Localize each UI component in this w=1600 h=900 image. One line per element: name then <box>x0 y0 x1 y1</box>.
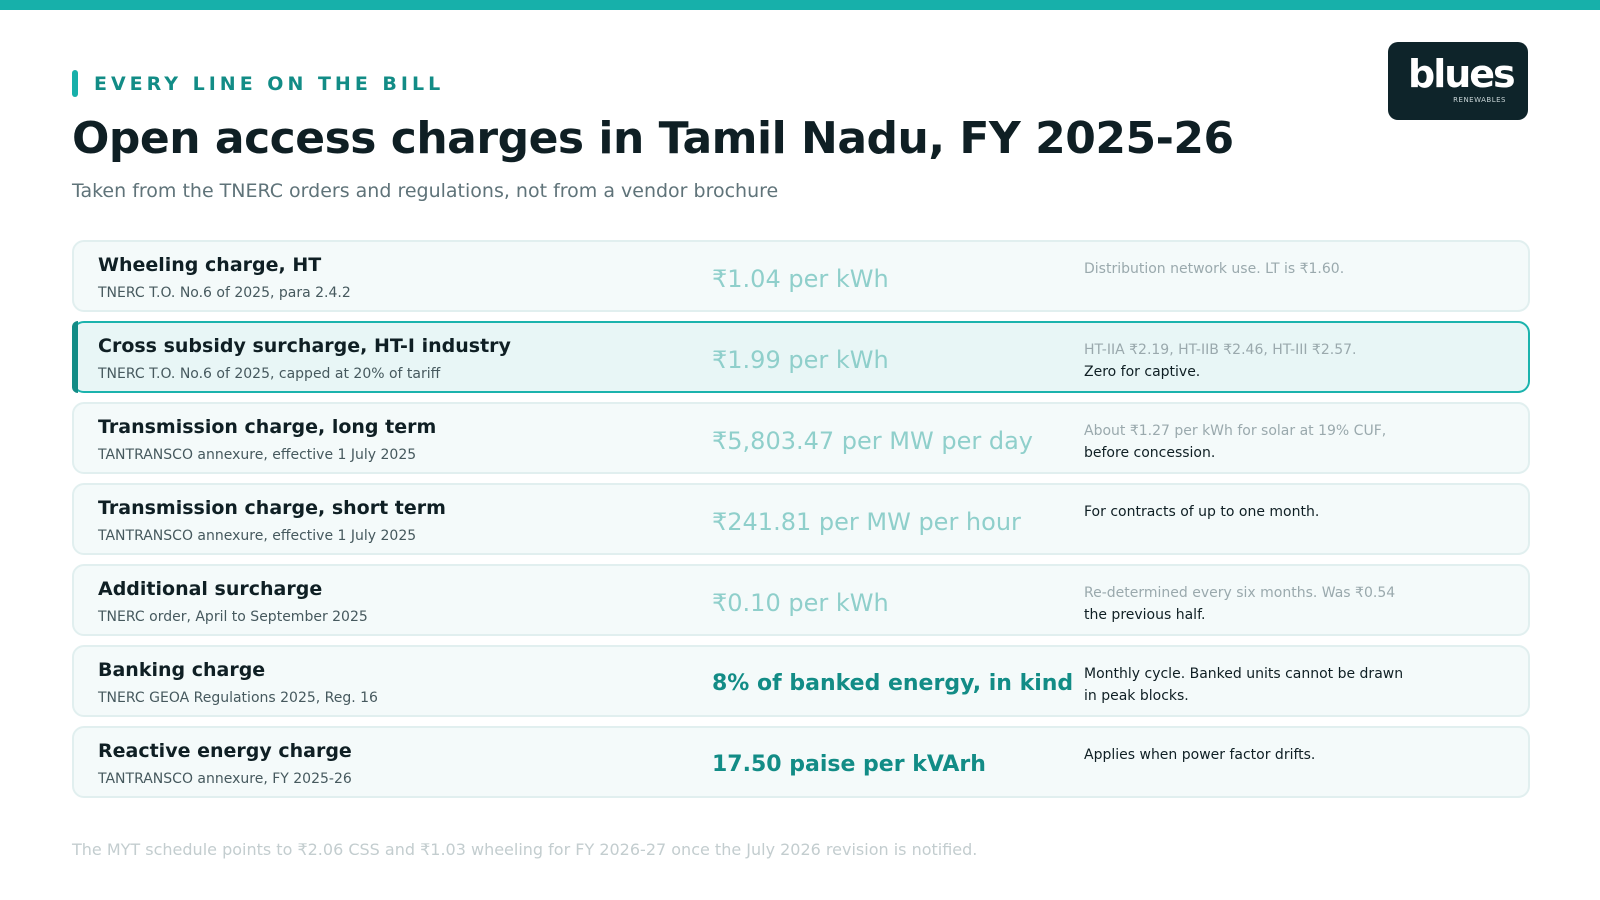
charge-source: TNERC T.O. No.6 of 2025, para 2.4.2 <box>98 285 351 301</box>
charges-list: Wheeling charge, HT TNERC T.O. No.6 of 2… <box>72 240 1530 807</box>
charge-source: TNERC GEOA Regulations 2025, Reg. 16 <box>98 690 378 706</box>
charge-note-line2: before concession. <box>1084 445 1216 461</box>
logo-subtext: RENEWABLES <box>1453 96 1506 104</box>
charge-note-line2: in peak blocks. <box>1084 688 1189 704</box>
charge-note: Monthly cycle. Banked units cannot be dr… <box>1084 663 1474 707</box>
blues-logo: blues RENEWABLES <box>1388 42 1528 120</box>
charge-note: Distribution network use. LT is ₹1.60. <box>1084 258 1474 280</box>
page-subtitle: Taken from the TNERC orders and regulati… <box>72 180 779 202</box>
charge-note-line1: Re-determined every six months. Was ₹0.5… <box>1084 585 1396 601</box>
charge-source: TNERC T.O. No.6 of 2025, capped at 20% o… <box>98 366 441 382</box>
charge-value: ₹241.81 per MW per hour <box>712 508 1021 536</box>
charge-note-line1: HT-IIA ₹2.19, HT-IIB ₹2.46, HT-III ₹2.57… <box>1084 342 1357 358</box>
charge-note-line1: Monthly cycle. Banked units cannot be dr… <box>1084 666 1404 682</box>
charge-row-additional-surcharge: Additional surcharge TNERC order, April … <box>72 564 1530 636</box>
charge-note-line1: For contracts of up to one month. <box>1084 504 1320 520</box>
charge-note: Re-determined every six months. Was ₹0.5… <box>1084 582 1474 626</box>
charge-name: Additional surcharge <box>98 578 323 600</box>
eyebrow-text: EVERY LINE ON THE BILL <box>94 72 445 95</box>
charge-row-reactive-energy: Reactive energy charge TANTRANSCO annexu… <box>72 726 1530 798</box>
charge-source: TNERC order, April to September 2025 <box>98 609 368 625</box>
top-accent-bar <box>0 0 1600 10</box>
charge-row-cross-subsidy: Cross subsidy surcharge, HT-I industry T… <box>72 321 1530 393</box>
charge-value: 17.50 paise per kVArh <box>712 752 986 777</box>
charge-name: Cross subsidy surcharge, HT-I industry <box>98 335 511 357</box>
charge-note-line1: About ₹1.27 per kWh for solar at 19% CUF… <box>1084 423 1387 439</box>
charge-name: Wheeling charge, HT <box>98 254 322 276</box>
charge-name: Reactive energy charge <box>98 740 352 762</box>
charge-note: About ₹1.27 per kWh for solar at 19% CUF… <box>1084 420 1474 464</box>
charge-row-transmission-short: Transmission charge, short term TANTRANS… <box>72 483 1530 555</box>
charge-value: ₹5,803.47 per MW per day <box>712 427 1033 455</box>
logo-wordmark: blues <box>1408 52 1516 96</box>
charge-note-line2: the previous half. <box>1084 607 1206 623</box>
charge-note: HT-IIA ₹2.19, HT-IIB ₹2.46, HT-III ₹2.57… <box>1084 339 1474 383</box>
charge-note: For contracts of up to one month. <box>1084 501 1474 523</box>
charge-note-line1: Applies when power factor drifts. <box>1084 747 1316 763</box>
charge-value: ₹1.99 per kWh <box>712 346 889 374</box>
charge-value: ₹0.10 per kWh <box>712 589 889 617</box>
footnote: The MYT schedule points to ₹2.06 CSS and… <box>72 840 978 859</box>
charge-name: Transmission charge, long term <box>98 416 437 438</box>
charge-row-banking: Banking charge TNERC GEOA Regulations 20… <box>72 645 1530 717</box>
charge-row-wheeling: Wheeling charge, HT TNERC T.O. No.6 of 2… <box>72 240 1530 312</box>
page-title: Open access charges in Tamil Nadu, FY 20… <box>72 113 1234 164</box>
charge-note-line1: Distribution network use. LT is ₹1.60. <box>1084 261 1345 277</box>
charge-source: TANTRANSCO annexure, effective 1 July 20… <box>98 447 417 463</box>
charge-row-transmission-long: Transmission charge, long term TANTRANSC… <box>72 402 1530 474</box>
eyebrow-accent-bar <box>72 70 78 97</box>
charge-name: Banking charge <box>98 659 266 681</box>
charge-name: Transmission charge, short term <box>98 497 446 519</box>
eyebrow: EVERY LINE ON THE BILL <box>72 70 444 97</box>
charge-source: TANTRANSCO annexure, effective 1 July 20… <box>98 528 417 544</box>
charge-source: TANTRANSCO annexure, FY 2025-26 <box>98 771 352 787</box>
charge-note: Applies when power factor drifts. <box>1084 744 1474 766</box>
charge-value: ₹1.04 per kWh <box>712 265 889 293</box>
charge-note-line2: Zero for captive. <box>1084 364 1201 380</box>
charge-value: 8% of banked energy, in kind <box>712 671 1074 696</box>
